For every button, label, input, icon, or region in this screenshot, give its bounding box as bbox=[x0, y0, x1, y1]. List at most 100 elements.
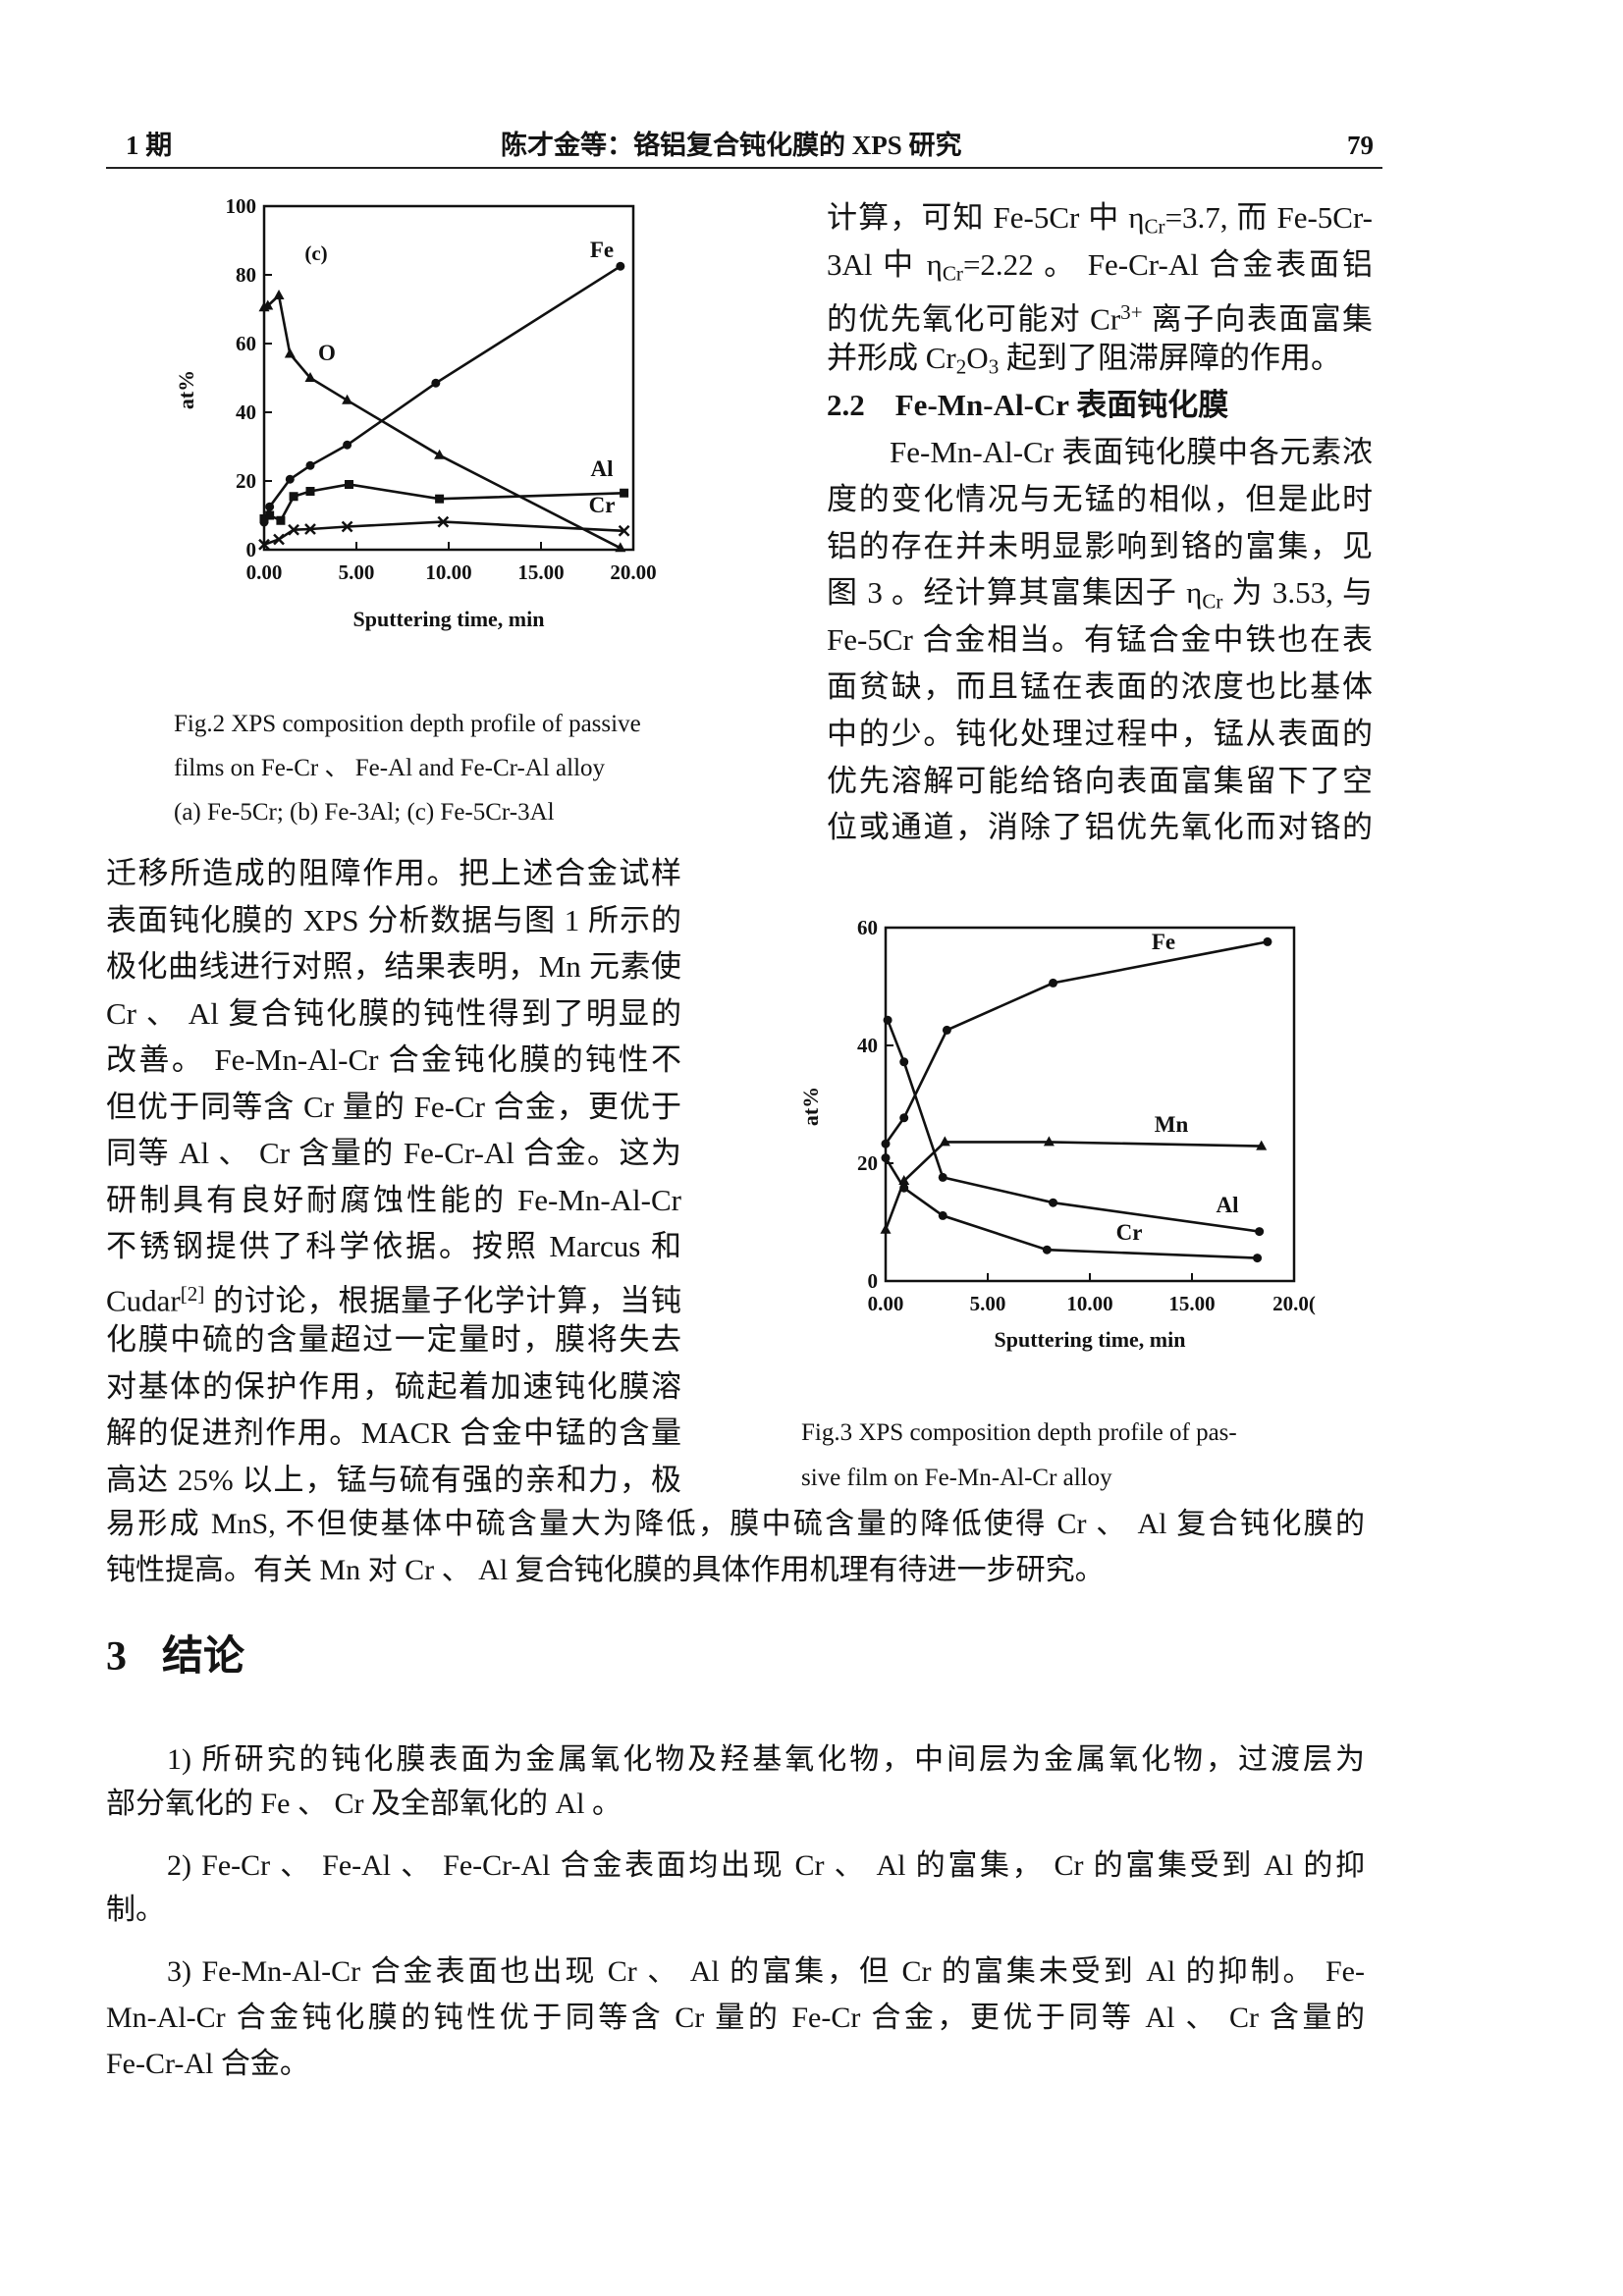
data-point-cr bbox=[881, 1153, 891, 1163]
superscript: [2] bbox=[180, 1281, 205, 1306]
data-point-o bbox=[262, 299, 274, 310]
text-line: 3Al 中 ηCr=2.22 。 Fe-Cr-Al 合金表面铝 bbox=[827, 241, 1373, 289]
text-line: Cudar[2] 的讨论，根据量子化学计算，当钝 bbox=[106, 1270, 681, 1318]
data-point-fe bbox=[881, 1139, 891, 1148]
text-run: 但优于同等含 Cr 量的 Fe-Cr 合金，更优于 bbox=[106, 1089, 681, 1124]
text-run: 改善。 Fe-Mn-Al-Cr 合金钝化膜的钝性不 bbox=[106, 1042, 681, 1077]
data-point-al bbox=[276, 515, 286, 525]
series-line-al bbox=[263, 483, 624, 522]
section-number: 3 bbox=[106, 1634, 127, 1680]
text-line: 钝性提高。有关 Mn 对 Cr 、 Al 复合钝化膜的具体作用机理有待进一步研究… bbox=[106, 1547, 1365, 1594]
series-label-al: Al bbox=[591, 456, 614, 481]
y-tick-label: 60 bbox=[857, 916, 878, 939]
data-point-fe bbox=[285, 474, 295, 484]
figure3-caption-line: sive film on Fe-Mn-Al-Cr alloy bbox=[801, 1465, 1112, 1491]
y-axis-label: at% bbox=[798, 1087, 823, 1126]
text-run: 3) Fe-Mn-Al-Cr 合金表面也出现 Cr 、 Al 的富集，但 Cr … bbox=[167, 1955, 1365, 1988]
data-point-fe bbox=[1263, 936, 1272, 946]
text-run: 并形成 Cr bbox=[827, 341, 956, 376]
data-point-o bbox=[273, 290, 285, 299]
data-point-fe bbox=[343, 440, 352, 450]
data-point-al bbox=[305, 487, 315, 496]
data-point-al bbox=[620, 488, 629, 498]
y-tick-label: 20 bbox=[236, 469, 256, 493]
text-line: 不锈钢提供了科学依据。按照 Marcus 和 bbox=[106, 1223, 681, 1270]
data-point-al bbox=[899, 1057, 909, 1067]
series-line-al bbox=[886, 1019, 1260, 1233]
panel-label: (c) bbox=[304, 241, 327, 265]
data-point-fe bbox=[431, 378, 441, 388]
text-line: 化膜中硫的含量超过一定量时，膜将失去 bbox=[106, 1316, 681, 1363]
text-line: Fe-Mn-Al-Cr 表面钝化膜中各元素浓 bbox=[890, 429, 1373, 476]
data-point-mn bbox=[880, 1223, 892, 1234]
data-point-al bbox=[289, 492, 298, 502]
text-run: Mn-Al-Cr 合金钝化膜的钝性优于同等含 Cr 量的 Fe-Cr 合金，更优… bbox=[106, 2002, 1365, 2034]
y-tick-label: 0 bbox=[868, 1269, 879, 1293]
data-point-al bbox=[883, 1015, 893, 1025]
series-label-al: Al bbox=[1217, 1193, 1239, 1217]
text-run: 2.2 Fe-Mn-Al-Cr 表面钝化膜 bbox=[827, 388, 1229, 423]
text-run: 表面钝化膜的 XPS 分析数据与图 1 所示的 bbox=[106, 902, 681, 937]
series-label-cr: Cr bbox=[589, 493, 616, 517]
text-line: 并形成 Cr2O3 起到了阻滞屏障的作用。 bbox=[827, 335, 1373, 382]
conclusion-line: 1) 所研究的钝化膜表面为金属氧化物及羟基氧化物，中间层为金属氧化物，过渡层为 bbox=[167, 1736, 1365, 1784]
text-run: 研制具有良好耐腐蚀性能的 Fe-Mn-Al-Cr bbox=[106, 1182, 681, 1217]
series-line-o bbox=[263, 293, 622, 550]
conclusion-line: 2) Fe-Cr 、 Fe-Al 、 Fe-Cr-Al 合金表面均出现 Cr 、… bbox=[167, 1842, 1365, 1890]
data-point-cr bbox=[288, 523, 299, 536]
data-point-fe bbox=[1049, 978, 1058, 988]
series-label-mn: Mn bbox=[1155, 1112, 1189, 1137]
text-run: 的优先氧化可能对 Cr bbox=[827, 301, 1121, 337]
data-point-fe bbox=[265, 502, 275, 511]
conclusion-line: 部分氧化的 Fe 、 Cr 及全部氧化的 Al 。 bbox=[106, 1781, 1365, 1828]
series-label-fe: Fe bbox=[1152, 930, 1175, 954]
data-point-cr bbox=[1253, 1254, 1263, 1263]
subsection-heading: 2.2 Fe-Mn-Al-Cr 表面钝化膜 bbox=[827, 382, 1373, 429]
y-tick-label: 100 bbox=[226, 194, 257, 218]
text-line: Fe-5Cr 合金相当。有锰合金中铁也在表 bbox=[827, 616, 1373, 664]
text-run: Fe-Mn-Al-Cr 表面钝化膜中各元素浓 bbox=[890, 435, 1373, 469]
text-run: Cr 、 Al 复合钝化膜的钝性得到了明显的 bbox=[106, 995, 681, 1031]
text-run: Fe-5Cr 合金相当。有锰合金中铁也在表 bbox=[827, 622, 1373, 658]
x-tick-label: 20.00 bbox=[610, 561, 656, 584]
text-line: Cr 、 Al 复合钝化膜的钝性得到了明显的 bbox=[106, 990, 681, 1038]
text-run: =3.7, 而 Fe-5Cr- bbox=[1164, 200, 1373, 235]
text-line: 度的变化情况与无锰的相似，但是此时 bbox=[827, 476, 1373, 523]
text-run: O bbox=[966, 341, 989, 376]
text-run: 起到了阻滞屏障的作用。 bbox=[999, 341, 1341, 376]
data-point-o bbox=[284, 347, 296, 358]
text-run: 化膜中硫的含量超过一定量时，膜将失去 bbox=[106, 1322, 681, 1357]
data-point-fe bbox=[899, 1113, 909, 1123]
data-point-mn bbox=[939, 1136, 950, 1147]
data-point-al bbox=[435, 494, 445, 504]
text-line: 中的少。钝化处理过程中，锰从表面的 bbox=[827, 711, 1373, 758]
data-point-o bbox=[342, 394, 353, 404]
text-run: =2.22 。 Fe-Cr-Al 合金表面铝 bbox=[962, 246, 1373, 282]
series-label-fe: Fe bbox=[590, 238, 614, 262]
text-run: 部分氧化的 Fe 、 Cr 及全部氧化的 Al 。 bbox=[106, 1788, 622, 1820]
text-line: 解的促进剂作用。MACR 合金中锰的含量 bbox=[106, 1410, 681, 1457]
data-point-cr bbox=[1042, 1245, 1052, 1255]
x-tick-label: 15.00 bbox=[517, 561, 564, 584]
text-line: 的优先氧化可能对 Cr3+ 离子向表面富集 bbox=[827, 289, 1373, 337]
x-tick-label: 10.00 bbox=[425, 561, 471, 584]
data-point-o bbox=[304, 372, 316, 382]
running-title: 陈才金等：铬铝复合钝化膜的 XPS 研究 bbox=[501, 131, 962, 160]
text-run: Fe-Cr-Al 合金。 bbox=[106, 2048, 309, 2080]
text-run: 不锈钢提供了科学依据。按照 Marcus 和 bbox=[106, 1229, 681, 1263]
data-point-al bbox=[265, 510, 275, 520]
text-line: 易形成 MnS, 不但使基体中硫含量大为降低，膜中硫含量的降低使得 Cr 、 A… bbox=[106, 1501, 1365, 1548]
data-point-cr bbox=[938, 1210, 947, 1220]
text-line: 图 3 。经计算其富集因子 ηCr 为 3.53, 与 bbox=[827, 569, 1373, 616]
data-point-o bbox=[434, 449, 446, 459]
text-line: 计算，可知 Fe-5Cr 中 ηCr=3.7, 而 Fe-5Cr- bbox=[827, 194, 1373, 241]
text-line: 极化曲线进行对照，结果表明，Mn 元素使 bbox=[106, 943, 681, 990]
text-run: 3Al 中 η bbox=[827, 246, 943, 282]
text-run: 极化曲线进行对照，结果表明，Mn 元素使 bbox=[106, 949, 681, 984]
data-point-cr bbox=[437, 515, 450, 528]
text-run: 高达 25% 以上，锰与硫有强的亲和力，极 bbox=[106, 1462, 681, 1497]
data-point-mn bbox=[1256, 1140, 1268, 1150]
y-tick-label: 80 bbox=[236, 263, 256, 287]
x-tick-label: 0.00 bbox=[246, 561, 283, 584]
conclusion-line: 制。 bbox=[106, 1887, 1365, 1934]
